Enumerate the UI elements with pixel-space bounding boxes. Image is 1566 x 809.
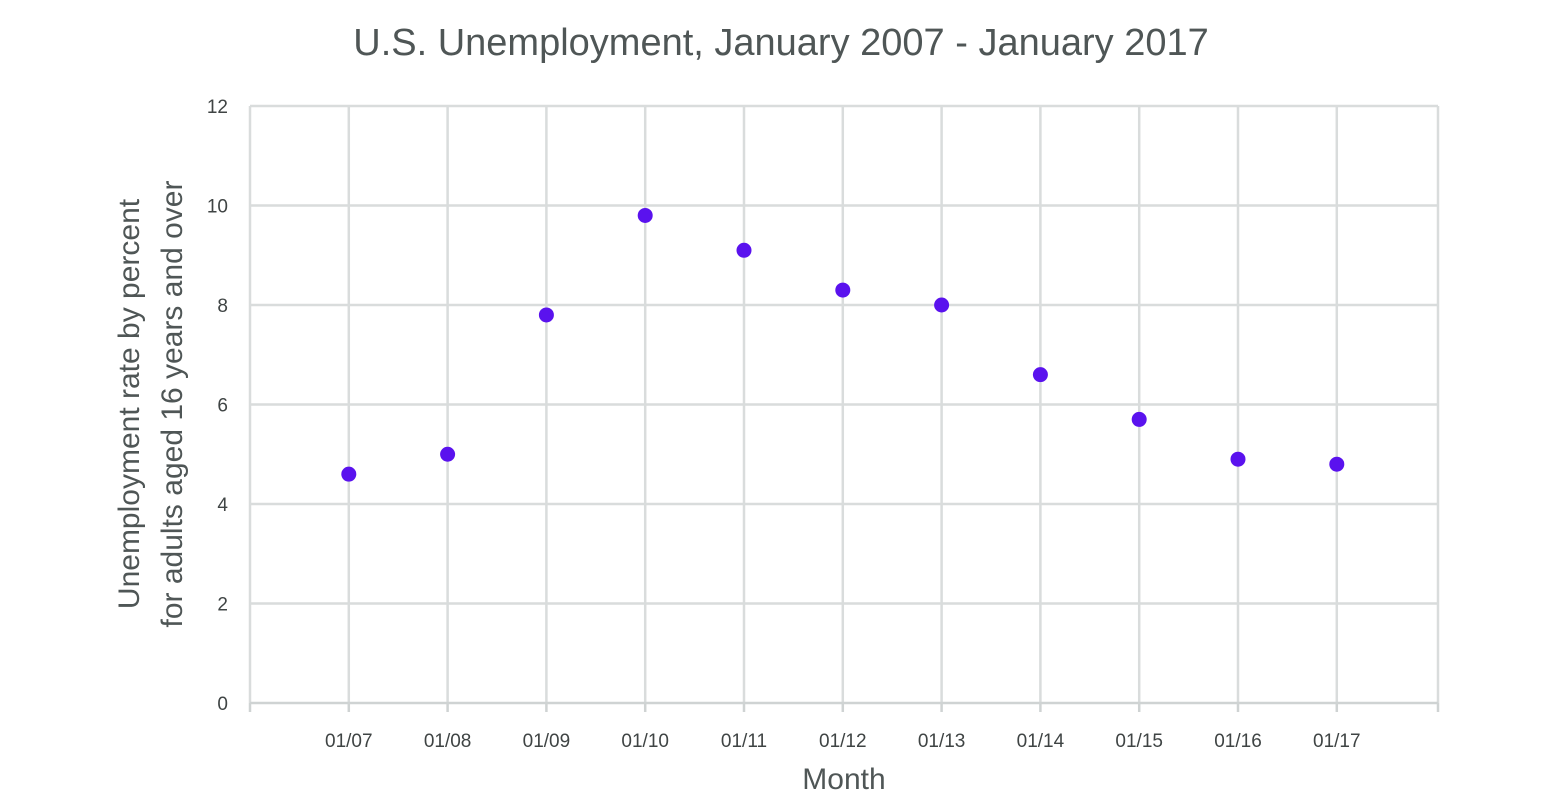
x-tick-label: 01/16 bbox=[1214, 731, 1262, 752]
y-tick-label: 0 bbox=[217, 694, 228, 715]
chart-title: U.S. Unemployment, January 2007 - Januar… bbox=[353, 22, 1208, 64]
data-point bbox=[1329, 456, 1345, 472]
grid-lines bbox=[250, 104, 1438, 703]
y-tick-label: 10 bbox=[207, 197, 228, 218]
x-tick-label: 01/14 bbox=[1017, 731, 1065, 752]
data-point bbox=[1230, 451, 1246, 467]
y-tick-label: 6 bbox=[217, 396, 228, 417]
y-tick-label: 12 bbox=[207, 97, 228, 118]
x-tick-label: 01/12 bbox=[819, 731, 867, 752]
data-point bbox=[1032, 367, 1048, 383]
data-point bbox=[736, 242, 752, 258]
data-point bbox=[1131, 411, 1147, 427]
x-tick-label: 01/08 bbox=[424, 731, 472, 752]
data-point bbox=[637, 207, 653, 223]
tick-labels: 0 2 4 6 8 10 12 01/07 01/08 01/09 01/10 01/11 01/12 0… bbox=[207, 97, 1361, 752]
x-tick-label: 01/11 bbox=[721, 731, 767, 752]
y-tick-label: 4 bbox=[217, 495, 228, 516]
y-axis-title-line-1: Unemployment rate by percent bbox=[113, 198, 146, 609]
y-tick-label: 8 bbox=[217, 296, 228, 317]
x-tick-label: 01/07 bbox=[325, 731, 373, 752]
data-point bbox=[341, 466, 357, 482]
y-axis-title-line-2: for adults aged 16 years and over bbox=[156, 181, 189, 628]
x-tick-label: 01/13 bbox=[918, 731, 966, 752]
data-point bbox=[538, 307, 554, 323]
y-tick-label: 2 bbox=[217, 595, 228, 616]
x-axis-title: Month bbox=[802, 763, 885, 796]
data-point bbox=[835, 282, 851, 298]
data-point bbox=[934, 297, 950, 313]
axes bbox=[248, 106, 1440, 712]
x-tick-label: 01/17 bbox=[1313, 731, 1361, 752]
x-tick-label: 01/15 bbox=[1115, 731, 1163, 752]
data-point bbox=[440, 446, 456, 462]
x-tick-label: 01/09 bbox=[523, 731, 571, 752]
data-points bbox=[341, 207, 1345, 482]
x-tick-label: 01/10 bbox=[621, 731, 669, 752]
